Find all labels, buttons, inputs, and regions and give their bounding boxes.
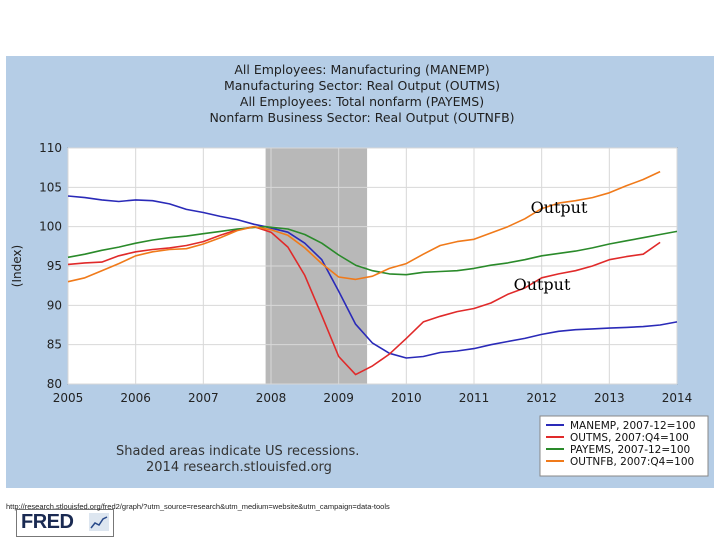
overlay-label: Output [514,275,571,294]
series-line-manemp [67,195,678,359]
chart-title-line: All Employees: Total nonfarm (PAYEMS) [240,94,484,109]
chart-title-line: Nonfarm Business Sector: Real Output (OU… [209,110,514,125]
legend-label: PAYEMS, 2007-12=100 [570,444,690,456]
x-tick-label: 2012 [526,391,557,405]
chart-titles: All Employees: Manufacturing (MANEMP) Ma… [209,62,514,125]
legend-label: OUTMS, 2007:Q4=100 [570,432,689,444]
y-axis-label: (Index) [10,245,24,287]
fred-logo: FRED [16,509,114,537]
x-tick-label: 2011 [459,391,490,405]
y-tick-label: 80 [47,377,62,391]
y-tick-label: 105 [39,180,62,194]
footer-url[interactable]: http://research.stlouisfed.org/fred2/gra… [6,502,390,511]
legend-label: OUTNFB, 2007:Q4=100 [570,456,694,468]
source-note: 2014 research.stlouisfed.org [146,460,332,475]
series-line-outnfb [67,170,661,283]
x-tick-label: 2008 [256,391,287,405]
x-tick-label: 2009 [323,391,354,405]
x-tick-label: 2010 [391,391,422,405]
series-line-outms [67,225,661,376]
mini-chart-icon [89,513,109,531]
recession-note: Shaded areas indicate US recessions. [116,444,359,459]
chart-svg: All Employees: Manufacturing (MANEMP) Ma… [10,62,709,477]
fred-logo-text: FRED [21,511,74,533]
chart-panel: All Employees: Manufacturing (MANEMP) Ma… [6,56,714,537]
y-tick-label: 95 [47,259,62,273]
y-tick-label: 100 [39,220,62,234]
x-tick-label: 2013 [594,391,625,405]
chart-title-line: All Employees: Manufacturing (MANEMP) [234,62,489,77]
y-tick-label: 85 [47,338,62,352]
chart-title-line: Manufacturing Sector: Real Output (OUTMS… [224,78,500,93]
x-tick-label: 2005 [53,391,84,405]
legend-box [539,415,709,477]
y-tick-label: 90 [47,298,62,312]
x-tick-label: 2006 [120,391,151,405]
x-tick-label: 2007 [188,391,219,405]
series-line-payems [67,225,678,276]
legend-label: MANEMP, 2007-12=100 [570,420,696,432]
x-tick-label: 2014 [662,391,693,405]
y-tick-label: 110 [39,141,62,155]
overlay-label: Output [531,198,588,217]
